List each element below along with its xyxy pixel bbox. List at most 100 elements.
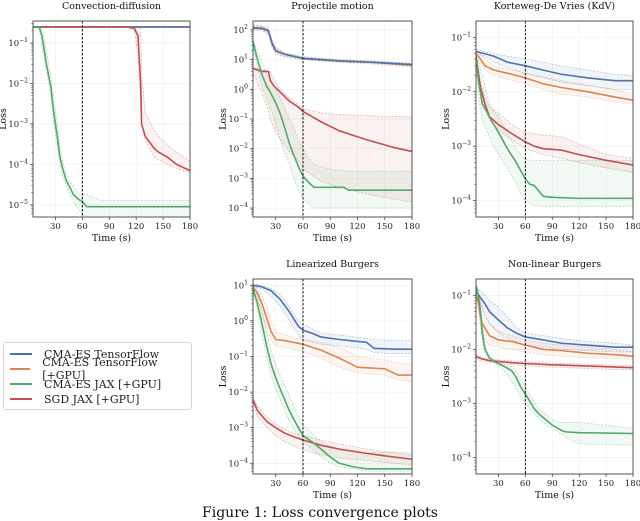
x-axis-label: Time (s) xyxy=(535,490,574,501)
band-upper-bound xyxy=(253,66,412,117)
band-lower-bound xyxy=(253,288,412,382)
y-tick-label: 10−2 xyxy=(451,86,471,98)
x-tick-label: 120 xyxy=(571,479,587,489)
confidence-band xyxy=(253,285,412,382)
x-tick-label: 60 xyxy=(77,222,88,232)
x-tick-label: 30 xyxy=(270,479,281,489)
band-upper-bound xyxy=(253,284,412,365)
series-line xyxy=(253,26,412,66)
y-tick-label: 10−3 xyxy=(228,422,248,434)
band-lower-bound xyxy=(476,295,633,353)
band-upper-bound xyxy=(33,26,190,162)
x-tick-label: 120 xyxy=(571,222,587,232)
confidence-band xyxy=(253,286,412,472)
y-tick-label: 10−4 xyxy=(451,452,471,464)
series-line xyxy=(253,399,412,461)
confidence-band xyxy=(476,49,633,90)
x-tick-label: 90 xyxy=(325,479,336,489)
plot-area xyxy=(253,283,412,472)
x-tick-label: 90 xyxy=(547,222,558,232)
legend-item-cma-es-tensorflow: CMA-ES TensorFlow xyxy=(10,347,159,361)
confidence-band xyxy=(253,283,412,354)
confidence-band xyxy=(476,53,633,173)
y-tick-label: 10−4 xyxy=(8,158,28,170)
confidence-band xyxy=(476,282,633,446)
band-lower-bound xyxy=(476,62,633,207)
y-tick-label: 10−3 xyxy=(451,140,471,152)
band-lower-bound xyxy=(476,53,633,90)
subplot-projectile-motion: Projectile motion 30 60 90 120 150 180 102 101 10… xyxy=(218,1,420,244)
plot-area xyxy=(476,282,633,446)
x-tick-label: 180 xyxy=(404,479,420,489)
x-axis-label: Time (s) xyxy=(92,233,131,244)
axes-frame xyxy=(32,20,191,218)
x-tick-label: 180 xyxy=(182,222,198,232)
band-lower-bound xyxy=(476,297,633,360)
confidence-band xyxy=(476,56,633,207)
y-tick-label: 10−1 xyxy=(228,350,248,362)
y-tick-label: 10−4 xyxy=(451,195,471,207)
subplot-title: Korteweg-De Vries (KdV) xyxy=(494,1,615,12)
series-line xyxy=(476,58,633,200)
confidence-band xyxy=(33,26,190,174)
band-upper-bound xyxy=(476,354,633,367)
legend-label: CMA-ES TensorFlow [+GPU] xyxy=(42,356,158,382)
subplot-title: Convection-diffusion xyxy=(62,1,161,12)
series-line xyxy=(476,50,633,82)
legend-swatch xyxy=(10,383,32,385)
legend-label: CMA-ES JAX [+GPU] xyxy=(44,377,162,391)
y-axis-label: Loss xyxy=(218,108,229,130)
subplot-korteweg-de-vries-kdv: Korteweg-De Vries (KdV) 30 60 90 120 150 180 10… xyxy=(441,1,640,244)
legend-swatch xyxy=(10,398,32,400)
y-tick-label: 100 xyxy=(233,83,248,95)
band-upper-bound xyxy=(476,287,633,346)
legend-label: CMA-ES TensorFlow xyxy=(44,347,160,361)
band-upper-bound xyxy=(253,38,412,172)
subplot-linearized-burgers: Linearized Burgers 30 60 90 120 150 180 101 100 1… xyxy=(218,259,420,501)
x-tick-label: 150 xyxy=(598,222,614,232)
axes-frame xyxy=(475,20,634,218)
series-line xyxy=(253,41,412,191)
subplot-title: Non-linear Burgers xyxy=(508,259,601,270)
band-upper-bound xyxy=(253,397,412,456)
band-lower-bound xyxy=(476,56,633,105)
subplot-convection-diffusion: Convection-diffusion 30 60 90 120 150 180 10−1 1… xyxy=(0,1,198,244)
y-tick-label: 10−2 xyxy=(451,343,471,355)
plot-area xyxy=(33,26,190,217)
series-line xyxy=(253,288,412,470)
x-tick-label: 180 xyxy=(625,222,640,232)
x-axis-label: Time (s) xyxy=(535,233,574,244)
y-tick-label: 10−5 xyxy=(8,199,28,211)
y-tick-label: 10−2 xyxy=(228,386,248,398)
x-tick-label: 90 xyxy=(325,222,336,232)
x-tick-label: 30 xyxy=(270,222,281,232)
axes-frame xyxy=(475,278,634,475)
y-axis-label: Loss xyxy=(441,365,452,387)
y-tick-label: 10−1 xyxy=(451,31,471,43)
x-tick-label: 30 xyxy=(50,222,61,232)
band-upper-bound xyxy=(476,56,633,161)
band-lower-bound xyxy=(476,358,633,371)
legend-swatch xyxy=(10,353,32,355)
series-line xyxy=(33,26,190,172)
band-upper-bound xyxy=(476,282,633,429)
series-line xyxy=(476,290,633,348)
subplot-title: Linearized Burgers xyxy=(286,259,379,270)
x-tick-label: 150 xyxy=(155,222,171,232)
series-line xyxy=(253,284,412,351)
y-tick-label: 10−1 xyxy=(228,113,248,125)
y-tick-label: 100 xyxy=(233,315,248,327)
band-lower-bound xyxy=(33,26,190,217)
y-tick-label: 101 xyxy=(233,279,248,291)
x-tick-label: 150 xyxy=(377,479,393,489)
band-lower-bound xyxy=(253,402,412,466)
plot-area xyxy=(253,24,412,209)
y-tick-label: 102 xyxy=(233,24,248,36)
y-tick-label: 10−3 xyxy=(451,398,471,410)
x-tick-label: 120 xyxy=(128,222,144,232)
subplot-non-linear-burgers: Non-linear Burgers 30 60 90 120 150 180 10−1 10−… xyxy=(441,259,640,501)
x-tick-label: 60 xyxy=(520,479,531,489)
x-tick-label: 60 xyxy=(520,222,531,232)
band-lower-bound xyxy=(253,29,412,68)
